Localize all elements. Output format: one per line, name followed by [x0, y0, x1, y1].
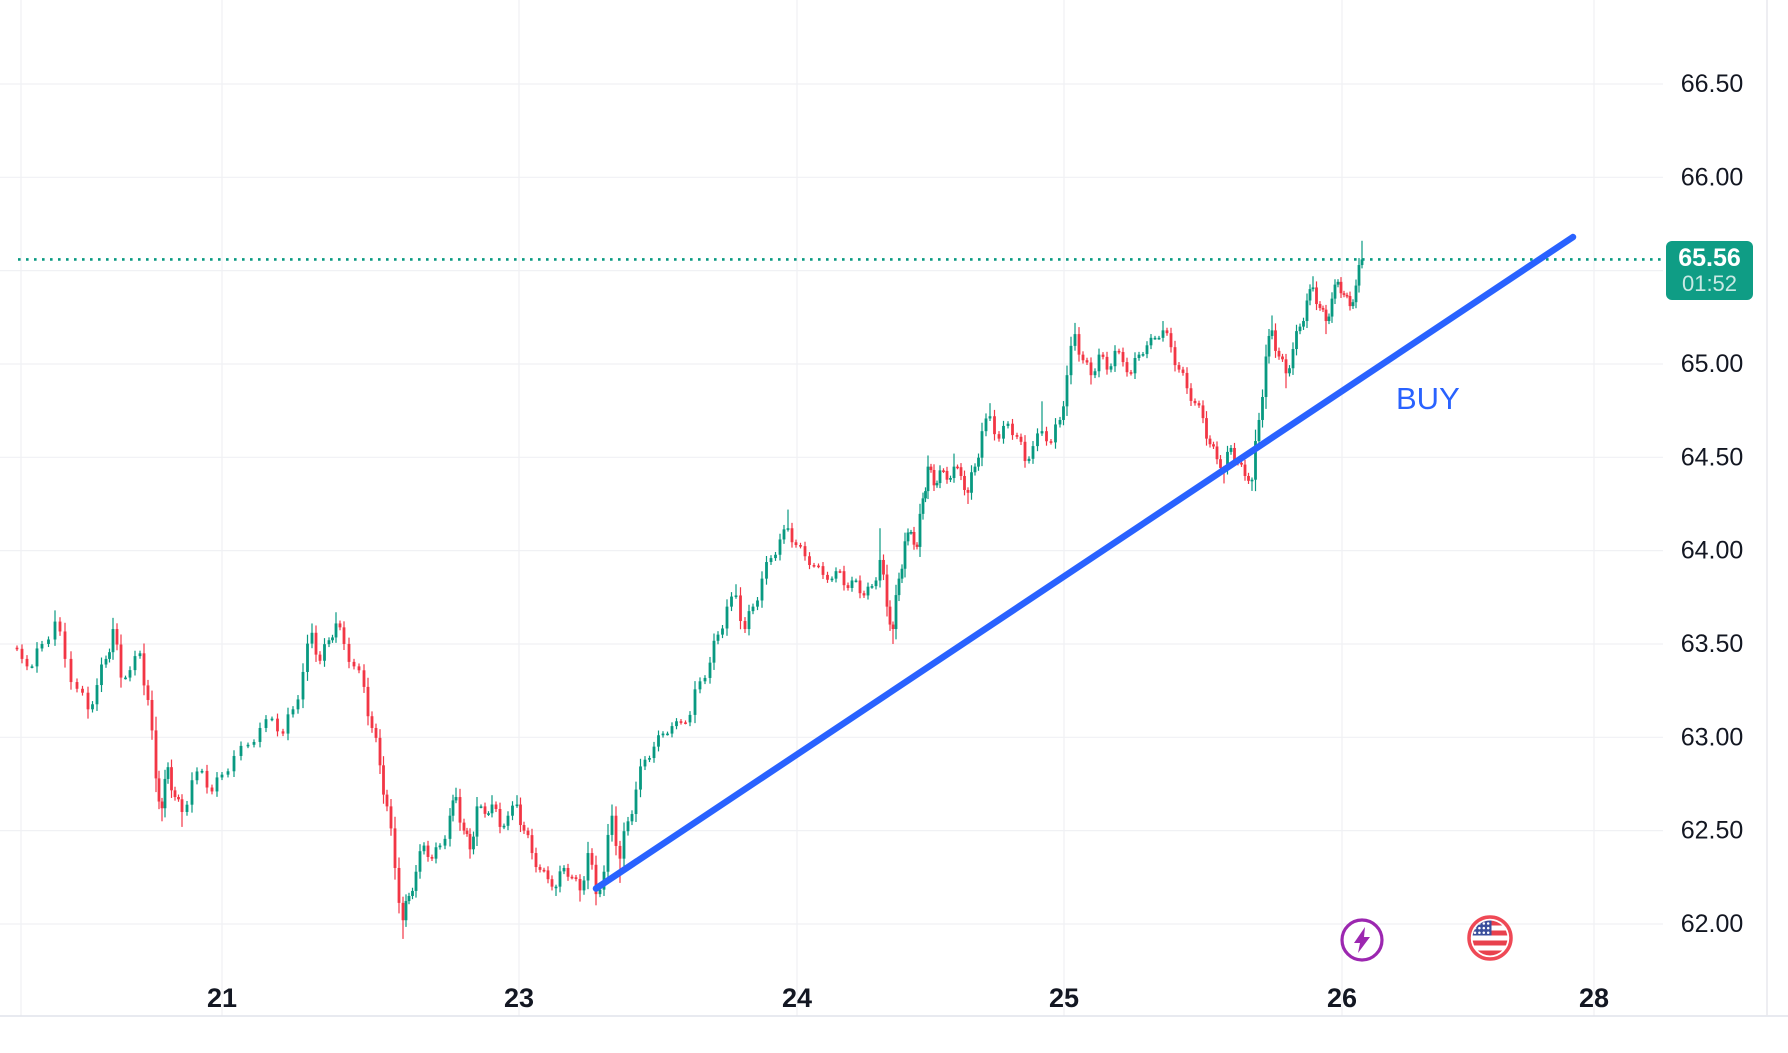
grid-lines: [0, 0, 1663, 1016]
svg-text:63.50: 63.50: [1681, 630, 1744, 658]
svg-text:26: 26: [1327, 983, 1357, 1013]
buy-annotation-label[interactable]: BUY: [1396, 381, 1460, 416]
svg-text:28: 28: [1579, 983, 1609, 1013]
svg-text:66.50: 66.50: [1681, 70, 1744, 98]
last-price-value: 65.56: [1678, 244, 1741, 273]
svg-text:62.00: 62.00: [1681, 910, 1744, 938]
svg-text:64.00: 64.00: [1681, 537, 1744, 565]
trendline[interactable]: [592, 233, 1577, 892]
price-axis[interactable]: 66.5066.0065.5065.0064.5064.0063.5063.00…: [1681, 70, 1744, 938]
svg-text:24: 24: [782, 983, 812, 1013]
svg-text:63.00: 63.00: [1681, 723, 1744, 751]
svg-text:21: 21: [207, 983, 237, 1013]
economic-event-us-flag-icon[interactable]: [1467, 915, 1513, 961]
svg-text:65.00: 65.00: [1681, 350, 1744, 378]
economic-event-lightning-icon[interactable]: [1340, 918, 1384, 962]
svg-text:25: 25: [1049, 983, 1079, 1013]
last-price-label: 65.56 01:52: [1666, 241, 1753, 300]
svg-text:62.50: 62.50: [1681, 817, 1744, 845]
svg-text:66.00: 66.00: [1681, 163, 1744, 191]
candles-layer: [15, 240, 1364, 939]
svg-text:64.50: 64.50: [1681, 443, 1744, 471]
svg-text:23: 23: [504, 983, 534, 1013]
bar-countdown: 01:52: [1681, 271, 1738, 297]
time-axis[interactable]: 21 23 24 25 26 28: [207, 983, 1609, 1013]
